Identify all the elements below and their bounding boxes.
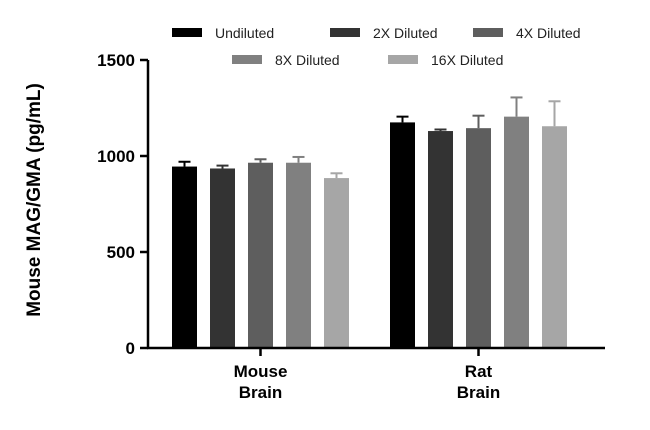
legend-swatch xyxy=(172,28,202,37)
legend-label: 8X Diluted xyxy=(275,52,340,68)
bars xyxy=(172,96,567,349)
y-tick-label: 500 xyxy=(107,243,135,262)
x-axis: Mouse Brain Rat Brain xyxy=(147,346,605,402)
x-tick-label: Rat Brain xyxy=(457,362,500,402)
y-axis: 0 500 1000 1500 xyxy=(97,51,150,358)
bar xyxy=(172,166,197,348)
legend-swatch xyxy=(330,28,360,37)
bar xyxy=(504,116,529,348)
y-tick-label: 1500 xyxy=(97,51,135,70)
legend-label: 16X Diluted xyxy=(431,52,503,68)
legend-swatch xyxy=(473,28,503,37)
legend-item: 4X Diluted xyxy=(473,25,581,41)
y-tick-label: 0 xyxy=(126,339,135,358)
legend-label: 2X Diluted xyxy=(373,25,438,41)
legend: Undiluted 2X Diluted 4X Diluted 8X Diluted 1… xyxy=(172,25,581,68)
bar xyxy=(390,122,415,349)
x-tick-label: Mouse Brain xyxy=(234,362,288,402)
legend-swatch xyxy=(232,55,262,64)
bar xyxy=(210,168,235,348)
legend-item: Undiluted xyxy=(172,25,274,41)
bar xyxy=(248,162,273,348)
legend-label: Undiluted xyxy=(215,25,274,41)
bar xyxy=(324,178,349,348)
legend-swatch xyxy=(388,55,418,64)
y-axis-title: Mouse MAG/GMA (pg/mL) xyxy=(24,83,45,317)
bar xyxy=(466,128,491,348)
bar xyxy=(286,162,311,348)
legend-item: 8X Diluted xyxy=(232,52,340,68)
legend-item: 2X Diluted xyxy=(330,25,438,41)
y-tick-label: 1000 xyxy=(97,147,135,166)
bar xyxy=(428,131,453,348)
legend-item: 16X Diluted xyxy=(388,52,503,68)
legend-label: 4X Diluted xyxy=(516,25,581,41)
bar xyxy=(542,126,567,349)
